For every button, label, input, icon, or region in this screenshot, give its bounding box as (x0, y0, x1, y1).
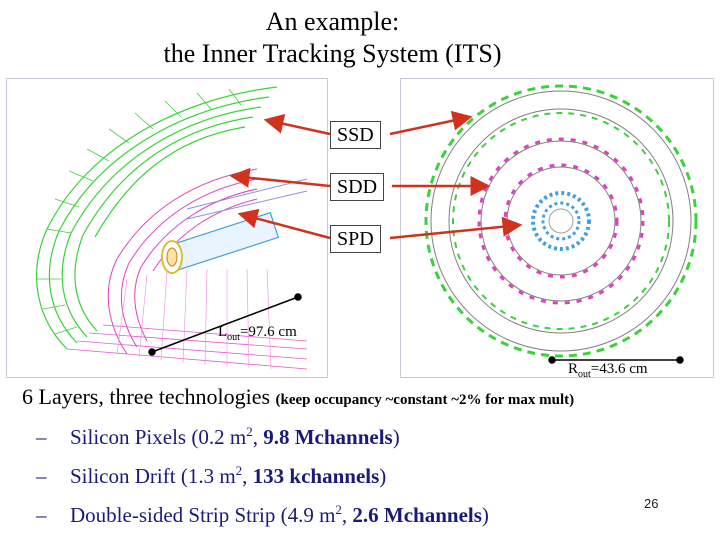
item-channels: 133 kchannels (252, 464, 380, 488)
ssd-arrow-left (263, 113, 331, 136)
dimension-lines (148, 293, 684, 364)
item-channels: 2.6 Mchannels (352, 503, 482, 527)
bullet-dash: – (36, 464, 47, 488)
item-end: ) (379, 464, 387, 488)
item-superscript: 2 (235, 463, 243, 478)
sub-bullet-strip: – Double-sided Strip Strip (4.9 m2, 2.6 M… (22, 493, 712, 532)
item-name: Double-sided Strip Strip (4.9 m (70, 503, 336, 527)
item-end: ) (392, 425, 400, 449)
rout-value: =43.6 cm (590, 361, 648, 377)
ssd-label: SSD (330, 121, 381, 149)
rout-symbol: R (568, 361, 579, 377)
item-superscript: 2 (335, 502, 342, 517)
main-bullet: 6 Layers, three technologies (keep occup… (22, 382, 712, 415)
sdd-label: SDD (330, 173, 385, 201)
item-separator: , (341, 503, 353, 527)
main-bullet-note: (keep occupancy ~constant ~2% for max mu… (275, 392, 575, 408)
lout-subscript: out (227, 332, 240, 343)
item-name: Silicon Drift (1.3 m (70, 464, 236, 488)
item-separator: , (252, 425, 264, 449)
item-end: ) (481, 503, 489, 527)
title-line-2: the Inner Tracking System (ITS) (163, 39, 502, 68)
bullet-list: 6 Layers, three technologies (keep occup… (22, 382, 712, 532)
sdd-arrow-left (229, 167, 331, 188)
lout-symbol: L (218, 324, 228, 340)
item-superscript: 2 (246, 424, 253, 439)
spd-arrow-left (237, 208, 331, 240)
lout-value: =97.6 cm (239, 324, 297, 340)
item-channels: 9.8 Mchannels (263, 425, 393, 449)
its-cross-section-drawing (424, 84, 698, 358)
its-3d-drawing (36, 86, 308, 370)
item-name: Silicon Pixels (0.2 m (70, 425, 247, 449)
bullet-dash: – (36, 503, 47, 527)
spd-arrow-right (389, 216, 523, 240)
sub-bullet-drift: – Silicon Drift (1.3 m2, 133 kchannels) (22, 454, 712, 493)
page-number: 26 (644, 496, 659, 511)
its-3d-cutaway-image (6, 78, 328, 378)
rout-dimension-label: Rout=43.6 cm (568, 361, 648, 380)
title-line-1: An example: (265, 7, 400, 36)
rout-subscript: out (578, 369, 591, 380)
main-bullet-text: 6 Layers, three technologies (22, 384, 271, 409)
bullet-dash: – (36, 425, 47, 449)
ssd-arrow-right (389, 110, 473, 136)
label-arrows (229, 110, 523, 240)
spd-label: SPD (330, 225, 381, 253)
lout-dimension-label: Lout=97.6 cm (218, 324, 297, 343)
slide-title: An example: the Inner Tracking System (I… (0, 6, 665, 70)
item-separator: , (242, 464, 253, 488)
sub-bullet-pixels: – Silicon Pixels (0.2 m2, 9.8 Mchannels) (22, 415, 712, 454)
lout-dimension-line (151, 296, 299, 353)
